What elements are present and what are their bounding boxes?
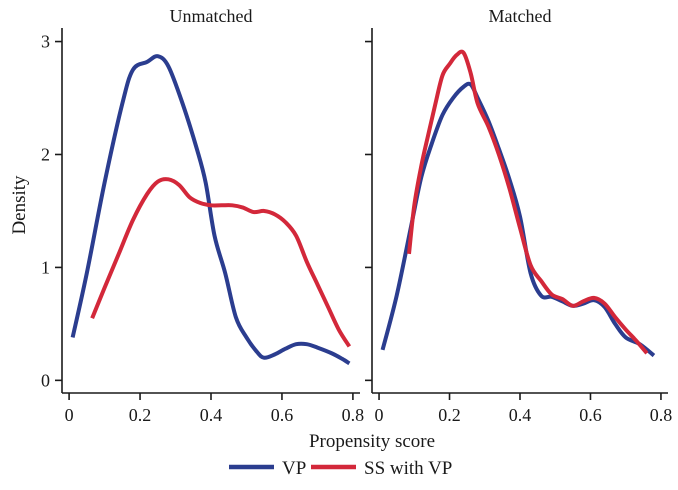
x-tick-label: 0.2 xyxy=(438,405,461,425)
x-tick-label: 0.8 xyxy=(342,405,365,425)
x-axis-title: Propensity score xyxy=(309,431,435,452)
y-tick-label: 1 xyxy=(41,257,50,277)
series-line-vp xyxy=(70,54,351,366)
y-axis-title: Density xyxy=(9,175,30,235)
legend-label-vp: VP xyxy=(282,458,306,479)
x-tick-label: 0.4 xyxy=(509,405,532,425)
x-tick-label: 0.4 xyxy=(200,405,223,425)
y-tick-label: 2 xyxy=(41,144,50,164)
legend-label-ss-with-vp: SS with VP xyxy=(364,458,452,479)
series-line-ss-with-vp xyxy=(407,49,649,355)
x-tick-label: 0 xyxy=(375,405,384,425)
y-tick-label: 0 xyxy=(41,370,50,390)
x-tick-label: 0.8 xyxy=(650,405,673,425)
panel-matched: Matched 0 0.2 0.4 0.6 0.8 xyxy=(365,6,672,425)
panel-title: Unmatched xyxy=(170,6,253,26)
series-line-ss-with-vp xyxy=(90,177,352,348)
x-tick-label: 0.2 xyxy=(129,405,152,425)
x-tick-label: 0 xyxy=(65,405,74,425)
x-tick-label: 0.6 xyxy=(271,405,294,425)
legend: VP SS with VP xyxy=(229,458,452,479)
panel-unmatched: Unmatched 0 1 2 3 0 0.2 0.4 0.6 0.8 xyxy=(41,6,364,425)
x-tick-label: 0.6 xyxy=(579,405,602,425)
panel-title: Matched xyxy=(489,6,552,26)
series-line-vp xyxy=(380,81,656,358)
y-tick-label: 3 xyxy=(41,32,50,52)
